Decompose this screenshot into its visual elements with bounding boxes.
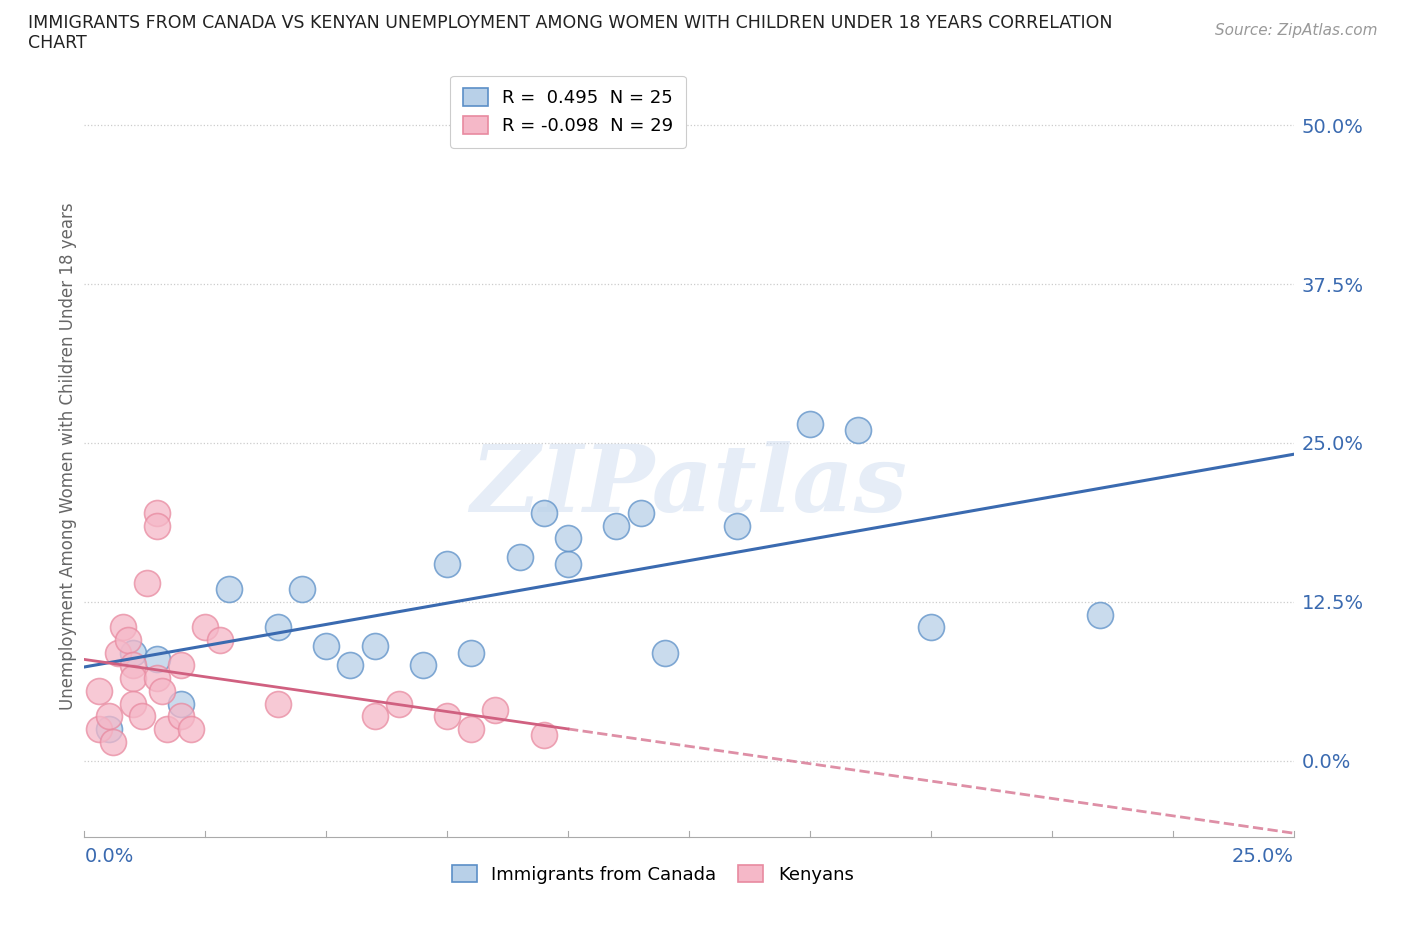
Point [412,658,434,673]
Point [112,620,135,635]
Point [97,722,120,737]
Point [121,696,143,711]
Text: IMMIGRANTS FROM CANADA VS KENYAN UNEMPLOYMENT AMONG WOMEN WITH CHILDREN UNDER 18: IMMIGRANTS FROM CANADA VS KENYAN UNEMPLO… [28,14,1112,32]
Point [117,632,139,647]
Point [388,696,411,711]
Text: 0.0%: 0.0% [84,847,134,866]
Point [557,531,579,546]
Point [87,722,110,737]
Point [97,709,120,724]
Point [725,518,748,533]
Point [291,582,314,597]
Point [155,722,177,737]
Point [136,576,159,591]
Point [267,696,290,711]
Text: ZIPatlas: ZIPatlas [471,441,907,531]
Point [1088,607,1111,622]
Point [218,582,240,597]
Point [170,709,193,724]
Point [170,696,193,711]
Point [605,518,627,533]
Point [103,735,125,750]
Point [87,684,110,698]
Point [107,645,129,660]
Point [533,728,555,743]
Point [150,684,173,698]
Point [363,639,385,654]
Point [208,632,231,647]
Point [315,639,337,654]
Text: 25.0%: 25.0% [1232,847,1294,866]
Point [436,556,458,571]
Point [170,658,193,673]
Point [339,658,361,673]
Point [146,652,169,667]
Point [460,722,482,737]
Point [267,620,290,635]
Point [846,423,869,438]
Point [654,645,676,660]
Text: Source: ZipAtlas.com: Source: ZipAtlas.com [1215,23,1378,38]
Text: CHART: CHART [28,34,87,52]
Y-axis label: Unemployment Among Women with Children Under 18 years: Unemployment Among Women with Children U… [59,202,77,710]
Point [557,556,579,571]
Point [630,506,652,521]
Point [146,506,169,521]
Point [436,709,458,724]
Point [180,722,202,737]
Point [484,702,506,717]
Point [146,518,169,533]
Point [920,620,942,635]
Point [121,671,143,685]
Point [799,417,821,432]
Point [131,709,153,724]
Point [146,671,169,685]
Point [533,506,555,521]
Point [363,709,385,724]
Point [460,645,482,660]
Point [194,620,217,635]
Point [121,658,143,673]
Point [121,645,143,660]
Legend: Immigrants from Canada, Kenyans: Immigrants from Canada, Kenyans [443,856,863,893]
Point [509,550,531,565]
